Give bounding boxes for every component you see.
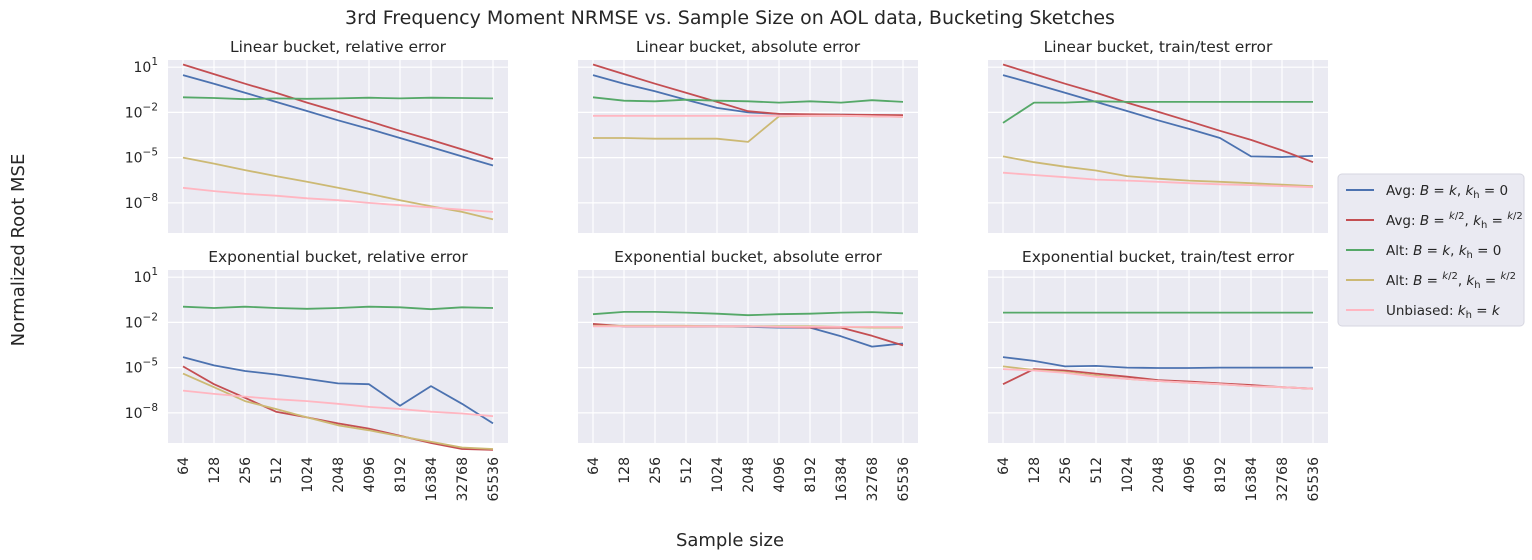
x-tick-label: 2048 xyxy=(741,457,757,493)
x-tick-label: 2048 xyxy=(1151,457,1167,493)
subplot-2: Linear bucket, absolute error xyxy=(578,38,918,233)
series-line xyxy=(1002,368,1314,390)
legend-entry: Avg: B = k/2, kh = k/2 xyxy=(1386,211,1523,231)
x-tick-label: 65536 xyxy=(896,457,912,502)
x-tick-label: 4096 xyxy=(1182,457,1198,493)
x-axis-label: Sample size xyxy=(676,530,784,551)
series-line xyxy=(592,63,904,117)
series-line xyxy=(182,96,494,101)
series-line xyxy=(182,356,494,425)
subplot-5: Exponential bucket, absolute error 64 128 2… xyxy=(578,248,918,502)
x-tick-label: 16384 xyxy=(424,457,440,502)
legend: Avg: B = k, kh = 0 Avg: B = k/2, kh = k/2… xyxy=(1337,173,1525,327)
x-tick-label: 256 xyxy=(648,457,664,484)
series-line xyxy=(182,305,494,311)
x-tick-label: 32768 xyxy=(1275,457,1291,502)
legend-entry: Unbiased: kh = k xyxy=(1386,303,1501,321)
series-line xyxy=(592,310,904,317)
x-tick-label: 16384 xyxy=(1244,457,1260,502)
x-tick-label: 64 xyxy=(586,457,602,475)
series-line xyxy=(1002,171,1314,189)
y-tick-label: 10−8 xyxy=(125,192,158,212)
series-line xyxy=(1002,63,1314,164)
x-tick-label: 65536 xyxy=(486,457,502,502)
legend-entry: Alt: B = k, kh = 0 xyxy=(1386,243,1501,261)
x-tick-label: 65536 xyxy=(1306,457,1322,502)
x-tick-label: 32768 xyxy=(865,457,881,502)
x-tick-label: 64 xyxy=(176,457,192,475)
series-line xyxy=(182,365,494,451)
x-tick-label: 2048 xyxy=(331,457,347,493)
x-tick-label: 64 xyxy=(996,457,1012,475)
series-line xyxy=(592,96,904,104)
legend-entry: Avg: B = k, kh = 0 xyxy=(1386,183,1508,201)
y-tick-label: 101 xyxy=(133,266,158,286)
series-line xyxy=(182,74,494,167)
y-tick-label: 10−5 xyxy=(125,357,158,377)
x-tick-label: 32768 xyxy=(455,457,471,502)
subplot-6: Exponential bucket, train/test error 64 12… xyxy=(988,248,1328,502)
series-line xyxy=(1002,100,1313,124)
x-tick-label: 8192 xyxy=(393,457,409,493)
x-tick-label: 1024 xyxy=(1120,457,1136,493)
series-line xyxy=(182,63,494,160)
x-tick-label: 512 xyxy=(1089,457,1105,484)
x-tick-label: 128 xyxy=(617,457,633,484)
subplot-title: Linear bucket, train/test error xyxy=(1044,38,1273,56)
series-line xyxy=(182,389,494,418)
x-tick-label: 1024 xyxy=(300,457,316,493)
series-line xyxy=(1002,155,1314,187)
series-line xyxy=(1002,74,1314,158)
subplot-3: Linear bucket, train/test error xyxy=(988,38,1328,233)
x-tick-label: 256 xyxy=(1058,457,1074,484)
x-tick-label: 4096 xyxy=(772,457,788,493)
x-tick-label: 128 xyxy=(207,457,223,484)
y-tick-label: 101 xyxy=(133,56,158,76)
x-tick-label: 8192 xyxy=(1213,457,1229,493)
x-tick-label: 128 xyxy=(1027,457,1043,484)
y-axis-label: Normalized Root MSE xyxy=(8,154,29,347)
legend-box xyxy=(1337,173,1525,327)
legend-entry: Alt: B = k/2, kh = k/2 xyxy=(1386,271,1516,291)
x-tick-label: 512 xyxy=(269,457,285,484)
x-tick-label: 1024 xyxy=(710,457,726,493)
series-line xyxy=(593,325,903,328)
subplot-1: 101 10−2 10−5 10−8 Linear bucket, relative e… xyxy=(125,38,508,233)
y-tick-label: 10−8 xyxy=(125,402,158,422)
subplot-4: 101 10−2 10−5 10−8 Exponential bucket, relat… xyxy=(125,248,508,502)
y-tick-label: 10−5 xyxy=(125,147,158,167)
subplot-title: Linear bucket, relative error xyxy=(230,38,447,56)
series-line xyxy=(1002,356,1313,369)
subplot-title: Exponential bucket, absolute error xyxy=(614,248,882,266)
x-tick-label: 512 xyxy=(679,457,695,484)
y-tick-label: 10−2 xyxy=(125,311,158,331)
x-tick-label: 16384 xyxy=(834,457,850,502)
y-tick-label: 10−2 xyxy=(125,101,158,121)
subplot-title: Linear bucket, absolute error xyxy=(636,38,861,56)
subplot-title: Exponential bucket, train/test error xyxy=(1022,248,1295,266)
subplot-title: Exponential bucket, relative error xyxy=(208,248,468,266)
series-line xyxy=(182,186,494,213)
x-tick-label: 4096 xyxy=(362,457,378,493)
x-tick-label: 256 xyxy=(238,457,254,484)
series-line xyxy=(593,114,904,118)
x-tick-label: 8192 xyxy=(803,457,819,493)
figure-title: 3rd Frequency Moment NRMSE vs. Sample Si… xyxy=(345,7,1115,29)
